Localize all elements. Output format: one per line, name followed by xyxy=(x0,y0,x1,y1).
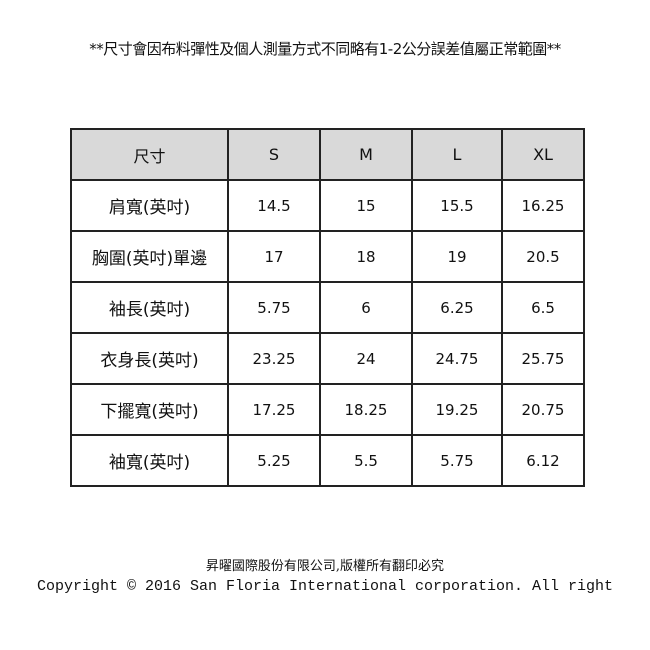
table-row: 衣身長(英吋) 23.25 24 24.75 25.75 xyxy=(70,332,585,385)
table-row: 袖寬(英吋) 5.25 5.5 5.75 6.12 xyxy=(70,434,585,487)
size-chart-table: 尺寸 S M L XL 肩寬(英吋) 14.5 15 15.5 16.25 胸圍(英吋)單… xyxy=(70,128,585,487)
size-value-cell: 5.75 xyxy=(227,281,321,334)
row-label: 肩寬(英吋) xyxy=(70,179,229,232)
size-value-cell: 23.25 xyxy=(227,332,321,385)
row-label: 袖寬(英吋) xyxy=(70,434,229,487)
header-m: M xyxy=(319,128,413,181)
header-size: 尺寸 xyxy=(70,128,229,181)
size-value-cell: 16.25 xyxy=(501,179,585,232)
size-value-cell: 19 xyxy=(411,230,503,283)
header-l: L xyxy=(411,128,503,181)
header-xl: XL xyxy=(501,128,585,181)
size-value-cell: 19.25 xyxy=(411,383,503,436)
size-value-cell: 20.5 xyxy=(501,230,585,283)
size-value-cell: 18.25 xyxy=(319,383,413,436)
size-value-cell: 17 xyxy=(227,230,321,283)
table-row: 下擺寬(英吋) 17.25 18.25 19.25 20.75 xyxy=(70,383,585,436)
copyright-chinese: 昇曜國際股份有限公司,版權所有翻印必究 xyxy=(205,559,445,574)
row-label: 袖長(英吋) xyxy=(70,281,229,334)
table-row: 肩寬(英吋) 14.5 15 15.5 16.25 xyxy=(70,179,585,232)
size-value-cell: 6.25 xyxy=(411,281,503,334)
table-row: 袖長(英吋) 5.75 6 6.25 6.5 xyxy=(70,281,585,334)
size-tolerance-note: **尺寸會因布料彈性及個人測量方式不同略有1-2公分誤差值屬正常範圍** xyxy=(89,40,561,58)
row-label: 胸圍(英吋)單邊 xyxy=(70,230,229,283)
size-value-cell: 24.75 xyxy=(411,332,503,385)
size-value-cell: 24 xyxy=(319,332,413,385)
size-value-cell: 6 xyxy=(319,281,413,334)
size-value-cell: 6.12 xyxy=(501,434,585,487)
header-s: S xyxy=(227,128,321,181)
size-value-cell: 5.5 xyxy=(319,434,413,487)
copyright-english: Copyright © 2016 San Floria Internationa… xyxy=(36,578,614,595)
size-value-cell: 5.25 xyxy=(227,434,321,487)
size-value-cell: 15.5 xyxy=(411,179,503,232)
table-row: 胸圍(英吋)單邊 17 18 19 20.5 xyxy=(70,230,585,283)
size-value-cell: 14.5 xyxy=(227,179,321,232)
row-label: 下擺寬(英吋) xyxy=(70,383,229,436)
size-value-cell: 5.75 xyxy=(411,434,503,487)
table-header-row: 尺寸 S M L XL xyxy=(70,128,585,181)
size-value-cell: 25.75 xyxy=(501,332,585,385)
size-value-cell: 20.75 xyxy=(501,383,585,436)
size-value-cell: 18 xyxy=(319,230,413,283)
size-value-cell: 17.25 xyxy=(227,383,321,436)
size-value-cell: 6.5 xyxy=(501,281,585,334)
size-value-cell: 15 xyxy=(319,179,413,232)
row-label: 衣身長(英吋) xyxy=(70,332,229,385)
